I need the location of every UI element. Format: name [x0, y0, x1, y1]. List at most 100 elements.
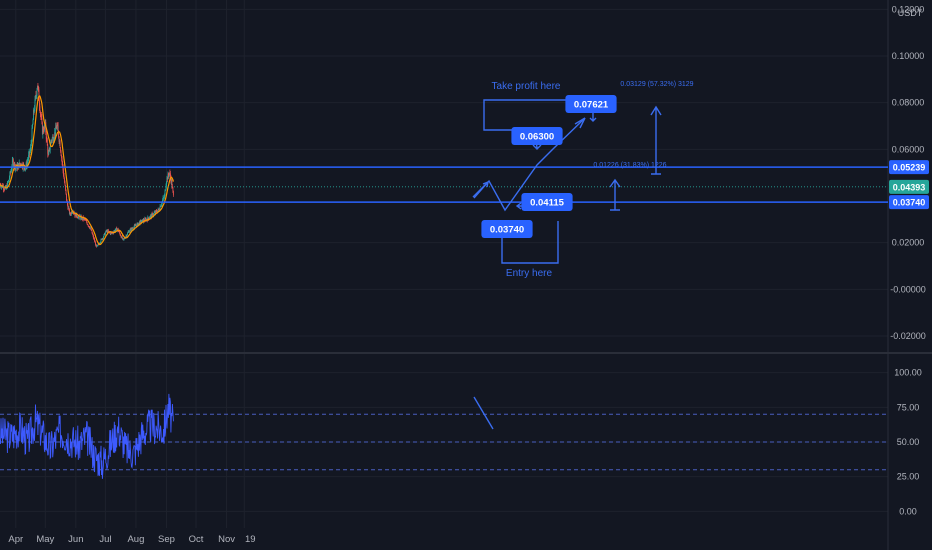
candle-body [32, 124, 33, 128]
candle-body [158, 209, 160, 211]
candle-body [161, 201, 163, 205]
candle-body [123, 238, 125, 240]
candle-body [74, 213, 76, 217]
mid-target-box-bg [511, 127, 563, 145]
candle-body [135, 225, 137, 227]
candle-body [132, 228, 134, 230]
candle-body [120, 235, 122, 237]
candle-body [105, 230, 107, 232]
candle-body [47, 153, 49, 155]
take-profit-box-text: 0.07621 [574, 100, 609, 111]
candle-body [104, 233, 105, 235]
candle-body [30, 147, 31, 151]
candle-body [51, 137, 53, 141]
candle-body [55, 126, 57, 135]
candle-body [114, 230, 116, 232]
candle-body [128, 231, 129, 233]
candle-body [7, 180, 9, 183]
rsi-tick-label: 0.00 [899, 506, 917, 516]
candle-body [168, 175, 170, 176]
candle-body [126, 235, 127, 237]
entry-low-box: 0.03740 [481, 220, 533, 238]
candle-body [9, 172, 11, 173]
time-tick-label: Sep [158, 534, 175, 545]
candle-body [66, 193, 67, 200]
entry-low-box-text: 0.03740 [490, 225, 524, 236]
candle-body [35, 96, 37, 97]
candle-body [76, 216, 78, 218]
candle-body [24, 167, 26, 170]
candle-body [172, 187, 174, 192]
candle-body [90, 227, 92, 229]
candle-body [56, 128, 58, 130]
candle-body [34, 109, 35, 112]
candle-body [161, 204, 162, 206]
candle-body [167, 177, 168, 180]
candle-body [142, 219, 144, 223]
candle-body [13, 163, 15, 166]
candle-body [118, 231, 120, 232]
candle-body [109, 232, 111, 233]
price-tick-label: 0.02000 [892, 238, 925, 248]
candle-body [31, 127, 33, 142]
candle-body [70, 214, 72, 215]
projected-path-arrowhead [574, 117, 586, 129]
candle-body [91, 230, 93, 231]
candle-body [168, 173, 169, 176]
grid-group [0, 0, 888, 528]
candle-body [88, 226, 90, 228]
candle-body [1, 185, 2, 188]
candle-body [153, 213, 155, 216]
price-tick-label: -0.02000 [890, 331, 926, 341]
candle-body [33, 110, 35, 112]
candle-body [49, 148, 51, 150]
candle-body [4, 187, 6, 190]
candle-body [136, 225, 137, 227]
candle-body [96, 244, 97, 247]
candle-body [109, 232, 111, 234]
candle-body [38, 89, 40, 101]
time-tick-label: Oct [189, 534, 204, 545]
candle-body [83, 218, 85, 220]
candle-body [12, 159, 14, 166]
candle-body [160, 205, 162, 207]
candle-body [170, 177, 172, 183]
candle-body [104, 233, 106, 235]
resistance-axis-badge-bg [889, 160, 929, 175]
candle-body [122, 238, 124, 239]
candle-body [154, 212, 156, 214]
candle-body [39, 106, 41, 112]
candle-body [171, 180, 173, 187]
candle-body [19, 162, 21, 165]
time-tick-label: Nov [218, 534, 235, 545]
candle-body [54, 132, 56, 135]
candle-body [131, 228, 132, 231]
candle-body [41, 118, 43, 123]
candle-body [29, 150, 31, 154]
time-tick-label: Apr [8, 534, 23, 545]
candle-body [69, 213, 71, 214]
take-profit-box-bg [565, 95, 617, 113]
candle-body [154, 212, 156, 213]
candle-body [26, 163, 27, 167]
candle-body [99, 243, 101, 244]
candle-body [24, 168, 26, 170]
candle-body [104, 232, 106, 235]
candle-body [138, 222, 140, 224]
candle-body [18, 162, 20, 168]
candle-body [160, 206, 161, 208]
candle-body [51, 140, 53, 141]
candle-body [75, 213, 77, 218]
candle-body [121, 236, 123, 238]
candle-body [42, 128, 44, 134]
candle-body [162, 198, 164, 201]
candle-body [15, 167, 17, 169]
drawings-group [472, 99, 662, 264]
candle-body [38, 86, 39, 90]
time-tick-label: 19 [245, 534, 256, 545]
candle-body [14, 163, 16, 169]
candle-body [67, 204, 69, 209]
candle-body [57, 125, 59, 131]
candle-body [125, 235, 127, 237]
